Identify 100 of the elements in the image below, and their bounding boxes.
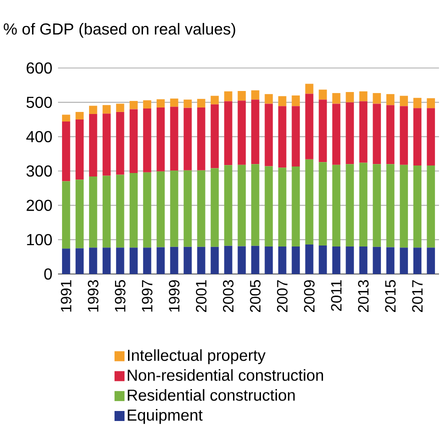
bar [305,244,314,274]
x-tick-label: 1995 [114,280,126,312]
bar [264,246,273,274]
bar [278,96,286,106]
x-tick-label: 2009 [304,280,315,312]
bar [400,106,408,165]
bar [130,109,138,174]
x-tick-label: 2005 [250,280,261,312]
y-tick-label: 600 [26,62,52,74]
bar [130,248,138,274]
bar [89,248,98,274]
bar [372,164,381,247]
bar [359,162,368,247]
y-tick-label: 0 [44,268,52,280]
bar [102,176,111,248]
bar [332,104,340,165]
bar [116,112,124,175]
bar [413,108,422,166]
bar [359,101,368,163]
bar [372,246,381,274]
bar [426,166,435,248]
legend-label: Intellectual property [128,349,266,364]
x-tick-label: 1993 [88,280,98,312]
bar [400,248,408,274]
x-tick-label: 1991 [60,280,72,312]
bar [184,170,192,247]
bar [197,246,206,274]
bar [426,108,435,166]
bar [143,248,152,274]
x-tick-label: 1997 [142,280,152,312]
bar [305,84,314,94]
bar [197,107,206,170]
bar [238,246,246,274]
bar [116,104,124,112]
y-tick-label: 400 [26,131,52,142]
bar [400,96,408,106]
bar [76,120,84,180]
bar [238,100,246,165]
bar [346,92,354,102]
bar [318,100,327,162]
bar [400,164,408,248]
bar [346,164,354,247]
bar [210,104,219,168]
bar [170,170,178,247]
bar [278,168,286,247]
bar [143,108,152,172]
bar [386,247,394,274]
bar [184,100,192,108]
bar [170,246,178,274]
bar [292,246,300,274]
bar [184,246,192,274]
bar [224,165,232,246]
bar [278,106,286,168]
bar [89,106,98,114]
bar [372,104,381,164]
bar [210,168,219,247]
bar [426,98,435,108]
bar [89,114,98,176]
bar [224,91,232,102]
bar [251,246,260,274]
bar [346,102,354,164]
bar [332,246,340,274]
bar [332,93,340,104]
bar [292,106,300,167]
y-axis-title: % of GDP (based on real values) [4,22,236,38]
legend-label: Residential construction [128,389,295,401]
x-tick-label: 2011 [331,280,342,311]
bar [156,99,165,108]
bar [264,94,273,104]
bar [292,166,300,247]
bar [210,246,219,274]
bar [184,108,192,170]
bar [224,101,232,166]
x-tick-label: 2001 [196,280,206,312]
bar [116,174,124,248]
bar [292,95,300,106]
bar [143,100,152,109]
bar [62,181,70,249]
bar [413,98,422,108]
bar [143,172,152,248]
bar [116,248,124,274]
bar [251,90,260,100]
bar [102,114,111,176]
bar [251,100,260,164]
bar [76,248,84,274]
bar [305,159,314,244]
bar [278,246,286,274]
bar [359,91,368,102]
x-tick-label: 2017 [412,280,423,312]
bar [197,98,206,108]
bar [224,246,232,274]
bar [238,91,246,101]
bar [426,248,435,274]
y-tick-label: 500 [26,96,52,108]
bar [156,171,165,248]
bar [62,248,70,274]
bar [318,162,327,246]
bar [251,164,260,246]
bar [210,96,219,104]
bar [238,164,246,246]
